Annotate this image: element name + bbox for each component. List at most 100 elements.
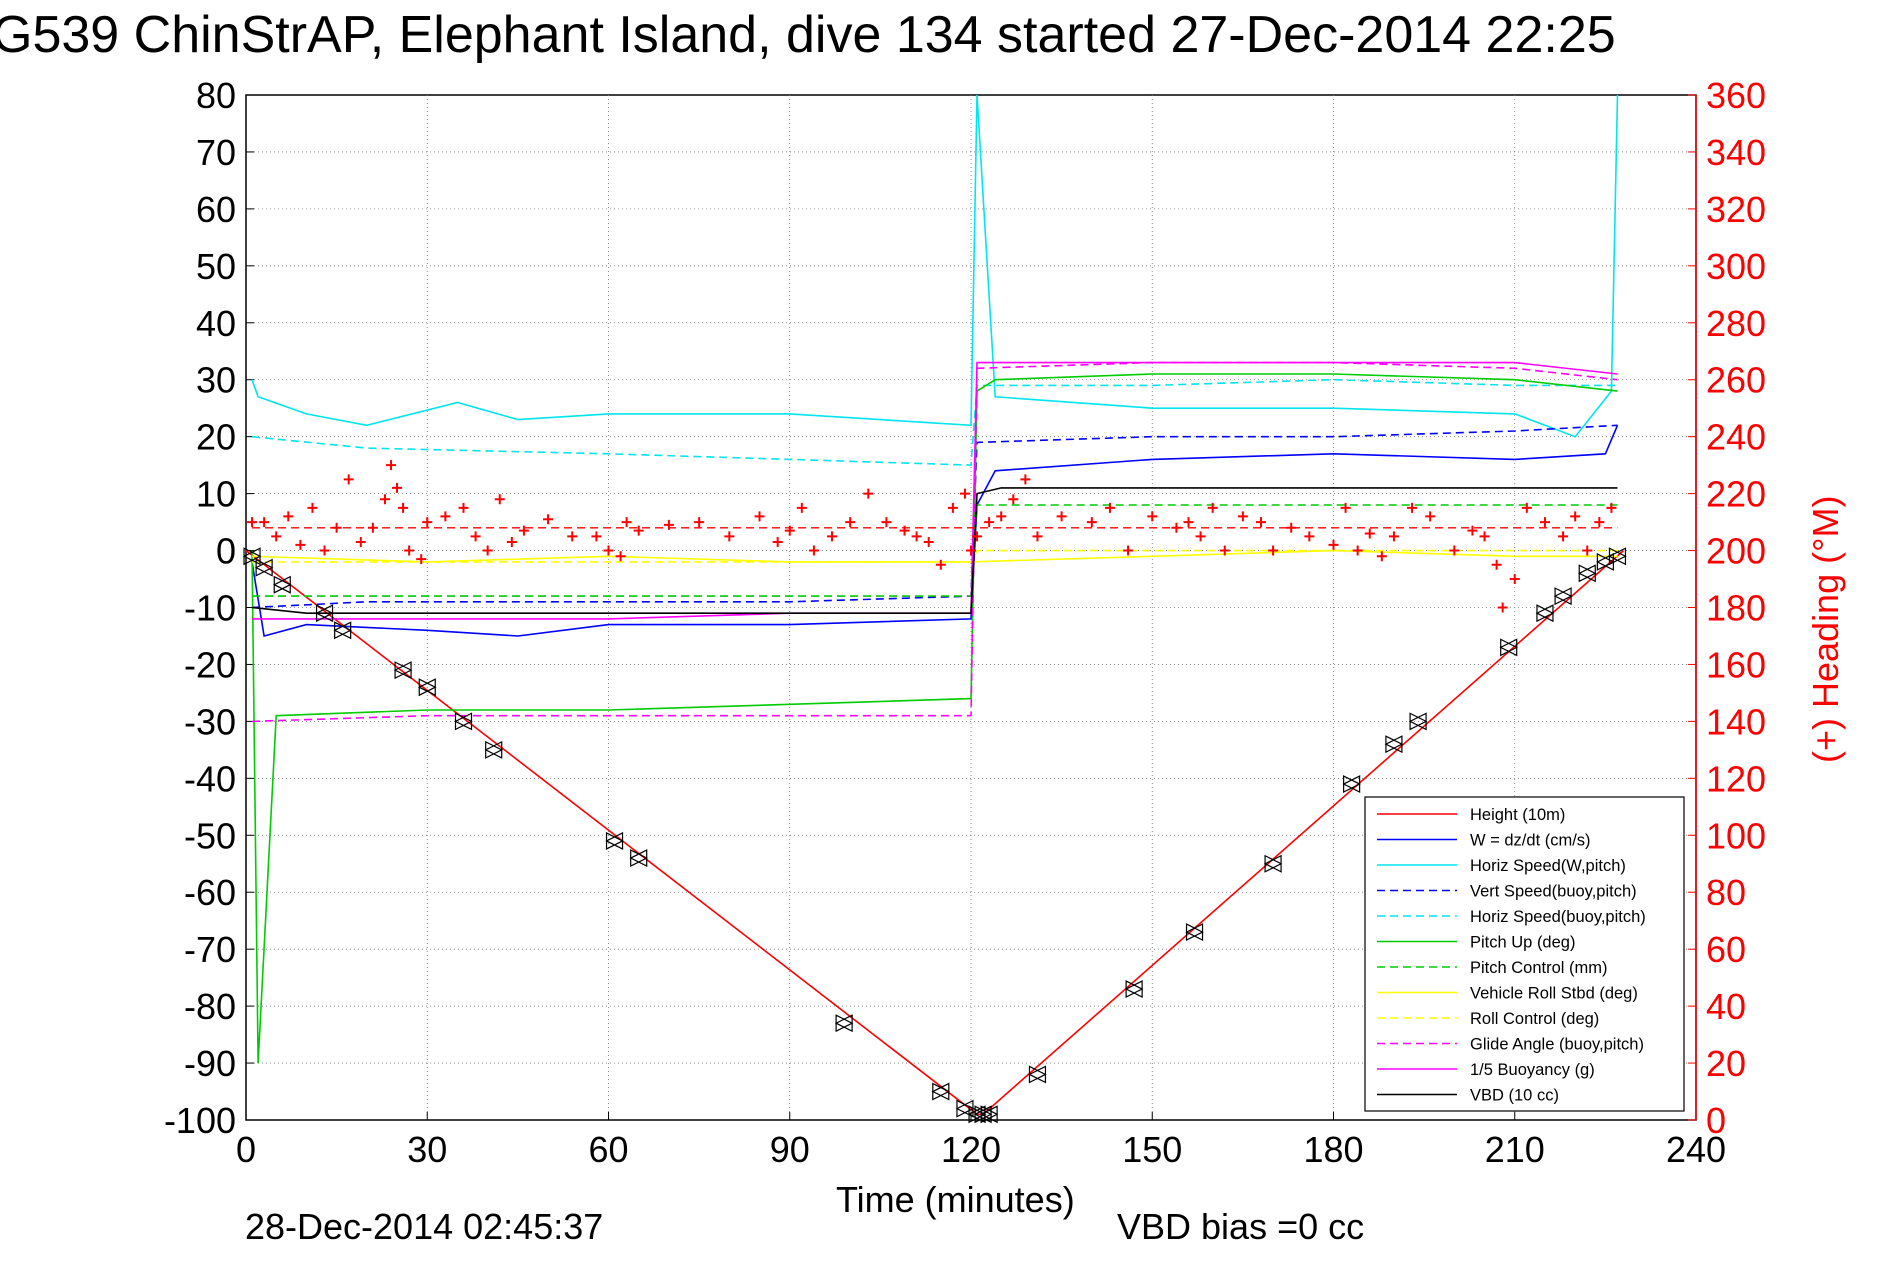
y-axis-ticks: -100-90-80-70-60-50-40-30-20-10010203040… xyxy=(164,75,254,1141)
heading-point xyxy=(518,525,529,536)
heading-point xyxy=(1491,559,1502,570)
series-line-1 xyxy=(251,424,1619,638)
heading-point xyxy=(772,537,783,548)
heading-point xyxy=(1479,531,1490,542)
y-tick-label: -90 xyxy=(184,1043,236,1084)
heading-point xyxy=(1407,502,1418,513)
y-tick-label: -50 xyxy=(184,815,236,856)
heading-point xyxy=(1032,531,1043,542)
depth-marker xyxy=(1263,854,1283,873)
y2-tick-label: 180 xyxy=(1706,588,1766,629)
y2-tick-label: 220 xyxy=(1706,474,1766,515)
x-tick-label: 150 xyxy=(1122,1129,1182,1170)
heading-point xyxy=(343,474,354,485)
heading-point xyxy=(386,460,396,471)
heading-point xyxy=(1539,517,1550,528)
depth-marker xyxy=(242,547,262,566)
heading-point xyxy=(506,537,517,548)
heading-point xyxy=(1183,517,1194,528)
heading-point xyxy=(754,511,765,522)
y-tick-label: -70 xyxy=(184,929,236,970)
series-line-4 xyxy=(251,378,1618,466)
footer-vbd-bias: VBD bias =0 cc xyxy=(1117,1206,1364,1247)
depth-marker xyxy=(629,849,649,868)
legend-label: Horiz Speed(W,pitch) xyxy=(1470,857,1626,875)
x-axis-label: Time (minutes) xyxy=(836,1179,1075,1220)
heading-point xyxy=(827,531,838,542)
heading-point xyxy=(1449,545,1460,556)
heading-point xyxy=(984,517,995,528)
y2-tick-label: 240 xyxy=(1706,417,1766,458)
y-tick-label: 70 xyxy=(196,132,236,173)
x-tick-label: 180 xyxy=(1303,1129,1363,1170)
heading-point xyxy=(935,559,946,570)
y2-tick-label: 360 xyxy=(1706,75,1766,116)
legend-label: Pitch Up (deg) xyxy=(1470,934,1575,952)
y-tick-label: 60 xyxy=(196,189,236,230)
heading-point xyxy=(482,545,493,556)
y-tick-label: 0 xyxy=(216,531,236,572)
y2-tick-label: 40 xyxy=(1706,986,1746,1027)
y-tick-label: -20 xyxy=(184,644,236,685)
legend-box xyxy=(1364,796,1685,1112)
depth-marker xyxy=(1028,1065,1047,1084)
heading-point xyxy=(247,517,258,528)
heading-point xyxy=(1570,511,1581,522)
heading-point xyxy=(1582,545,1593,556)
depth-marker xyxy=(967,1105,987,1124)
series-line-8 xyxy=(252,549,1618,563)
heading-point xyxy=(1304,531,1315,542)
depth-marker xyxy=(1577,564,1597,583)
heading-point xyxy=(355,537,366,548)
heading-point xyxy=(259,517,270,528)
y2-tick-label: 60 xyxy=(1706,929,1746,970)
heading-point xyxy=(1606,502,1617,513)
depth-marker xyxy=(834,1014,854,1033)
chart-title: G539 ChinStrAP, Elephant Island, dive 13… xyxy=(0,6,1616,64)
heading-point xyxy=(881,517,892,528)
y-tick-label: 20 xyxy=(196,417,236,458)
y-tick-label: 10 xyxy=(196,474,236,515)
series-line-11 xyxy=(251,487,1618,615)
heading-point xyxy=(422,517,433,528)
heading-point xyxy=(694,517,705,528)
heading-point xyxy=(1104,502,1115,513)
heading-point xyxy=(379,494,390,505)
series-line-9 xyxy=(251,361,1618,723)
x-tick-label: 30 xyxy=(407,1129,447,1170)
heading-point xyxy=(1171,522,1182,533)
depth-marker xyxy=(454,712,473,731)
depth-marker xyxy=(1124,980,1144,998)
x-tick-label: 210 xyxy=(1485,1129,1545,1170)
y2-tick-label: 100 xyxy=(1706,815,1766,856)
heading-point xyxy=(1364,528,1375,539)
y2-tick-label: 80 xyxy=(1706,872,1746,913)
y2-tick-label: 260 xyxy=(1706,360,1766,401)
y-tick-label: -60 xyxy=(184,872,236,913)
y2-tick-label: 200 xyxy=(1706,531,1766,572)
heading-point xyxy=(1388,531,1399,542)
x-tick-label: 60 xyxy=(588,1129,628,1170)
heading-point xyxy=(724,531,735,542)
legend-label: 1/5 Buoyancy (g) xyxy=(1470,1061,1595,1079)
y2-tick-label: 160 xyxy=(1706,644,1766,685)
heading-point xyxy=(295,539,306,550)
heading-point xyxy=(1056,511,1067,522)
depth-marker xyxy=(254,558,274,577)
heading-point xyxy=(1147,511,1158,522)
y-tick-label: -30 xyxy=(184,701,236,742)
y2-tick-label: 300 xyxy=(1706,246,1766,287)
y-tick-label: -100 xyxy=(164,1100,236,1141)
heading-point xyxy=(1008,494,1019,505)
heading-point xyxy=(1497,602,1508,613)
heading-point xyxy=(947,502,958,513)
heading-point xyxy=(603,545,614,556)
heading-point xyxy=(307,502,318,513)
y-tick-label: 50 xyxy=(196,246,236,287)
heading-point xyxy=(1286,522,1297,533)
heading-markers xyxy=(247,460,1618,613)
y2-tick-label: 120 xyxy=(1706,758,1766,799)
x-tick-label: 0 xyxy=(236,1129,256,1170)
heading-point xyxy=(996,511,1007,522)
heading-point xyxy=(923,537,934,548)
